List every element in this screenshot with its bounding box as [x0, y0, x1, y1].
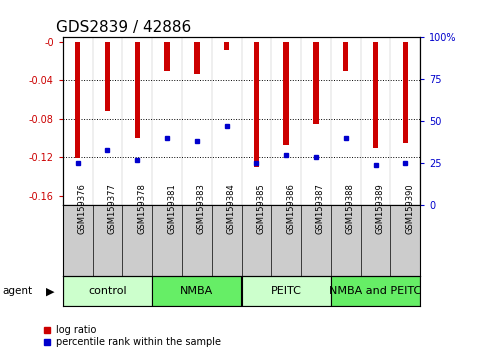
Bar	[194, 42, 199, 74]
Bar	[284, 42, 289, 145]
Text: GSM159385: GSM159385	[256, 183, 265, 234]
Text: GSM159386: GSM159386	[286, 183, 295, 234]
Bar	[135, 42, 140, 138]
Bar	[313, 42, 319, 124]
Text: GSM159387: GSM159387	[316, 183, 325, 234]
Bar	[152, 276, 242, 306]
Text: GSM159388: GSM159388	[346, 183, 355, 234]
Bar	[105, 42, 110, 111]
Bar	[224, 42, 229, 50]
Bar	[313, 42, 319, 124]
Bar	[164, 42, 170, 71]
Text: ▶: ▶	[46, 286, 55, 296]
Bar	[164, 42, 170, 71]
Text: GSM159381: GSM159381	[167, 183, 176, 234]
Bar	[254, 42, 259, 167]
Text: GSM159377: GSM159377	[108, 183, 116, 234]
Text: GDS2839 / 42886: GDS2839 / 42886	[56, 19, 191, 35]
Text: GSM159378: GSM159378	[137, 183, 146, 234]
Bar	[343, 42, 348, 71]
Text: control: control	[88, 286, 127, 296]
Bar	[242, 276, 331, 306]
Text: NMBA and PEITC: NMBA and PEITC	[329, 286, 422, 296]
Bar	[373, 42, 378, 148]
Bar	[343, 42, 348, 71]
Bar	[224, 42, 229, 50]
Text: GSM159376: GSM159376	[78, 183, 86, 234]
Text: GSM159384: GSM159384	[227, 183, 236, 234]
Text: GSM159390: GSM159390	[405, 183, 414, 234]
Bar	[331, 276, 420, 306]
Bar	[373, 42, 378, 148]
Text: GSM159389: GSM159389	[376, 183, 384, 234]
Bar	[254, 42, 259, 167]
Bar	[105, 42, 110, 111]
Bar	[135, 42, 140, 138]
Text: NMBA: NMBA	[180, 286, 213, 296]
Bar	[403, 42, 408, 143]
Bar	[403, 42, 408, 143]
Bar	[194, 42, 199, 74]
Text: agent: agent	[2, 286, 32, 296]
Bar	[284, 42, 289, 145]
Bar	[63, 276, 152, 306]
Text: PEITC: PEITC	[271, 286, 301, 296]
Bar	[75, 42, 80, 158]
Text: GSM159383: GSM159383	[197, 183, 206, 234]
Legend: log ratio, percentile rank within the sample: log ratio, percentile rank within the sa…	[43, 325, 221, 347]
Bar	[75, 42, 80, 158]
